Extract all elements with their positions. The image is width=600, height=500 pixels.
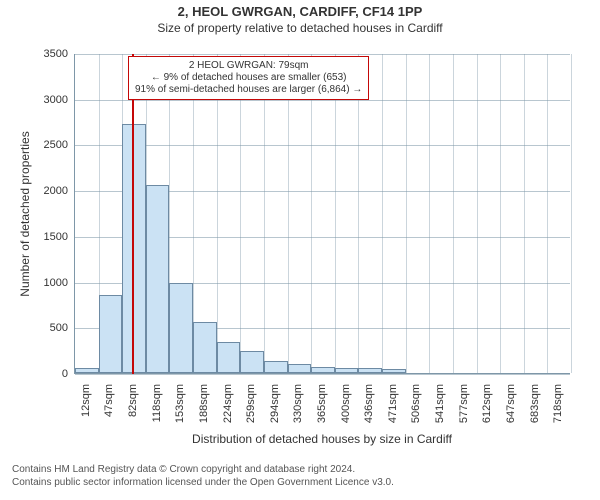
x-tick-label: 294sqm xyxy=(269,384,281,423)
gridline-v xyxy=(288,54,289,373)
x-tick-label: 12sqm xyxy=(80,384,92,417)
gridline-v xyxy=(335,54,336,373)
x-tick-label: 118sqm xyxy=(151,384,163,422)
x-tick-label: 153sqm xyxy=(174,384,186,423)
gridline-v xyxy=(358,54,359,373)
annotation-line: 91% of semi-detached houses are larger (… xyxy=(135,84,362,96)
gridline-v xyxy=(547,54,548,373)
chart-area: Number of detached properties Distributi… xyxy=(0,4,600,464)
y-axis-label: Number of detached properties xyxy=(18,114,32,314)
y-tick-label: 3000 xyxy=(34,94,68,106)
histogram-bar xyxy=(75,368,99,373)
y-tick-label: 1000 xyxy=(34,277,68,289)
footer-line-1: Contains HM Land Registry data © Crown c… xyxy=(12,464,600,477)
x-tick-label: 683sqm xyxy=(529,384,541,423)
histogram-bar xyxy=(382,369,406,373)
gridline-v xyxy=(406,54,407,373)
gridline-v xyxy=(524,54,525,373)
gridline-v xyxy=(453,54,454,373)
x-tick-label: 259sqm xyxy=(245,384,257,423)
plot-area xyxy=(74,54,570,374)
histogram-bar xyxy=(99,295,123,373)
histogram-bar xyxy=(193,322,217,373)
histogram-bar xyxy=(311,367,335,373)
y-tick-label: 0 xyxy=(34,368,68,380)
gridline-v xyxy=(264,54,265,373)
x-tick-label: 471sqm xyxy=(387,384,399,423)
annotation-line: ← 9% of detached houses are smaller (653… xyxy=(135,72,362,84)
chart-container: 2, HEOL GWRGAN, CARDIFF, CF14 1PP Size o… xyxy=(0,4,600,500)
y-tick-label: 1500 xyxy=(34,231,68,243)
gridline-v xyxy=(240,54,241,373)
x-tick-label: 47sqm xyxy=(103,384,115,417)
gridline-v xyxy=(477,54,478,373)
gridline-v xyxy=(500,54,501,373)
x-tick-label: 718sqm xyxy=(552,384,564,423)
gridline-v xyxy=(382,54,383,373)
footer-line-2: Contains public sector information licen… xyxy=(12,477,600,490)
y-tick-label: 3500 xyxy=(34,48,68,60)
gridline-v xyxy=(311,54,312,373)
footer: Contains HM Land Registry data © Crown c… xyxy=(12,464,600,489)
y-tick-label: 500 xyxy=(34,322,68,334)
histogram-bar xyxy=(335,368,359,373)
x-tick-label: 330sqm xyxy=(292,384,304,423)
x-tick-label: 365sqm xyxy=(316,384,328,423)
x-tick-label: 541sqm xyxy=(434,384,446,423)
histogram-bar xyxy=(169,283,193,373)
histogram-bar xyxy=(217,342,241,373)
x-tick-label: 188sqm xyxy=(198,384,210,423)
x-tick-label: 224sqm xyxy=(222,384,234,423)
x-tick-label: 577sqm xyxy=(458,384,470,423)
gridline-h xyxy=(75,145,570,146)
gridline-v xyxy=(571,54,572,373)
y-tick-label: 2000 xyxy=(34,185,68,197)
histogram-bar xyxy=(264,361,288,373)
annotation-line: 2 HEOL GWRGAN: 79sqm xyxy=(135,60,362,72)
gridline-v xyxy=(217,54,218,373)
histogram-bar xyxy=(288,364,312,373)
histogram-bar xyxy=(146,185,170,373)
marker-line xyxy=(132,54,134,374)
annotation-box: 2 HEOL GWRGAN: 79sqm← 9% of detached hou… xyxy=(128,56,369,100)
x-tick-label: 647sqm xyxy=(505,384,517,423)
gridline-v xyxy=(429,54,430,373)
y-tick-label: 2500 xyxy=(34,139,68,151)
x-axis-label: Distribution of detached houses by size … xyxy=(74,432,570,446)
x-tick-label: 612sqm xyxy=(481,384,493,423)
x-tick-label: 82sqm xyxy=(127,384,139,417)
histogram-bar xyxy=(240,351,264,373)
x-tick-label: 506sqm xyxy=(410,384,422,423)
x-tick-label: 436sqm xyxy=(363,384,375,423)
histogram-bar xyxy=(122,124,146,373)
gridline-h xyxy=(75,54,570,55)
histogram-bar xyxy=(358,368,382,373)
gridline-h xyxy=(75,374,570,375)
x-tick-label: 400sqm xyxy=(340,384,352,423)
